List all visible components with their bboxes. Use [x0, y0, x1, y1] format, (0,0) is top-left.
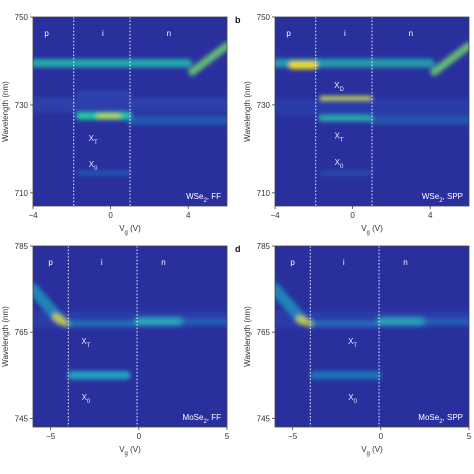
x-axis-label: Vg (V) — [361, 445, 383, 457]
y-axis-label: Wavelength (nm) — [243, 81, 252, 142]
x-tick-label: 0 — [350, 211, 355, 220]
exciton-label: XT — [89, 134, 98, 146]
x-tick-label: −5 — [46, 432, 56, 441]
exciton-label: X0 — [89, 160, 98, 172]
x-tick-label: 0 — [379, 432, 384, 441]
x-tick-label: 0 — [137, 432, 142, 441]
panel-letter: d — [235, 244, 241, 254]
emission-band — [430, 41, 469, 76]
y-tick-label: 730 — [15, 101, 29, 110]
exciton-label: XD — [334, 81, 344, 93]
region-label-p: p — [44, 29, 49, 38]
region-label-i: i — [343, 258, 345, 267]
region-label-p: p — [48, 258, 53, 267]
region-label-n: n — [403, 258, 407, 267]
y-tick-label: 745 — [15, 414, 29, 423]
panel-c: p i n XT X0 MoSe2, FF −5 0 5 745 765 785 Vg (V) Wavel… — [1, 242, 230, 457]
panel-b: p i n XD XT X0 WSe2, SPP −4 0 4 710 730 750 Vg (V) Wav… — [235, 13, 470, 236]
region-label-p: p — [290, 258, 295, 267]
y-tick-label: 750 — [15, 13, 29, 22]
y-tick-label: 710 — [257, 189, 271, 198]
region-label-n: n — [167, 29, 171, 38]
plot-frame — [274, 16, 470, 207]
x-tick-label: −5 — [288, 432, 298, 441]
y-tick-label: 750 — [257, 13, 271, 22]
plot-frame — [32, 245, 228, 428]
x-tick-label: 4 — [186, 211, 191, 220]
x-tick-label: −4 — [270, 211, 280, 220]
y-tick-label: 745 — [257, 414, 271, 423]
region-label-i: i — [102, 29, 104, 38]
y-tick-label: 785 — [15, 242, 29, 251]
region-label-p: p — [286, 29, 291, 38]
region-label-i: i — [101, 258, 103, 267]
y-axis-label: Wavelength (nm) — [243, 306, 252, 367]
plot-frame — [32, 16, 228, 207]
y-tick-label: 710 — [15, 189, 29, 198]
emission-bands — [33, 283, 227, 380]
y-tick-label: 765 — [257, 328, 271, 337]
y-tick-label: 785 — [257, 242, 271, 251]
heatmap-background — [275, 246, 469, 427]
emission-bands — [275, 41, 469, 176]
panel-letter: b — [235, 15, 241, 25]
x-axis-label: Vg (V) — [119, 224, 141, 236]
material-label: MoSe2, SPP — [418, 413, 463, 425]
emission-bands — [33, 41, 227, 176]
y-axis-label: Wavelength (nm) — [1, 306, 10, 367]
x-tick-label: 5 — [225, 432, 230, 441]
x-axis-label: Vg (V) — [361, 224, 383, 236]
x-tick-label: 5 — [467, 432, 472, 441]
material-label: WSe2, FF — [186, 192, 221, 204]
panel-d: p i n XT X0 MoSe2, SPP −5 0 5 745 765 785 Vg (V) Wave… — [235, 242, 472, 457]
exciton-label: X0 — [335, 158, 344, 170]
x-tick-label: 4 — [428, 211, 433, 220]
x-tick-label: 0 — [108, 211, 113, 220]
plot-frame — [274, 245, 470, 428]
material-label: MoSe2, FF — [183, 413, 222, 425]
region-label-i: i — [344, 29, 346, 38]
heatmap-background — [33, 246, 227, 427]
panel-a: p i n XT X0 WSe2, FF −4 0 4 710 730 750 Vg (V) Wavele… — [1, 13, 228, 236]
exciton-label: X0 — [348, 393, 357, 405]
x-axis-label: Vg (V) — [119, 445, 141, 457]
exciton-label: X0 — [82, 393, 91, 405]
y-axis-label: Wavelength (nm) — [1, 81, 10, 142]
exciton-label: XT — [81, 337, 90, 349]
x-tick-label: −4 — [28, 211, 38, 220]
region-label-n: n — [409, 29, 413, 38]
y-tick-label: 730 — [257, 101, 271, 110]
region-label-n: n — [161, 258, 165, 267]
exciton-label: XT — [335, 132, 344, 144]
emission-bands — [275, 283, 469, 380]
emission-band — [188, 41, 227, 76]
y-tick-label: 765 — [15, 328, 29, 337]
exciton-label: XT — [348, 337, 357, 349]
material-label: WSe2, SPP — [422, 192, 463, 204]
